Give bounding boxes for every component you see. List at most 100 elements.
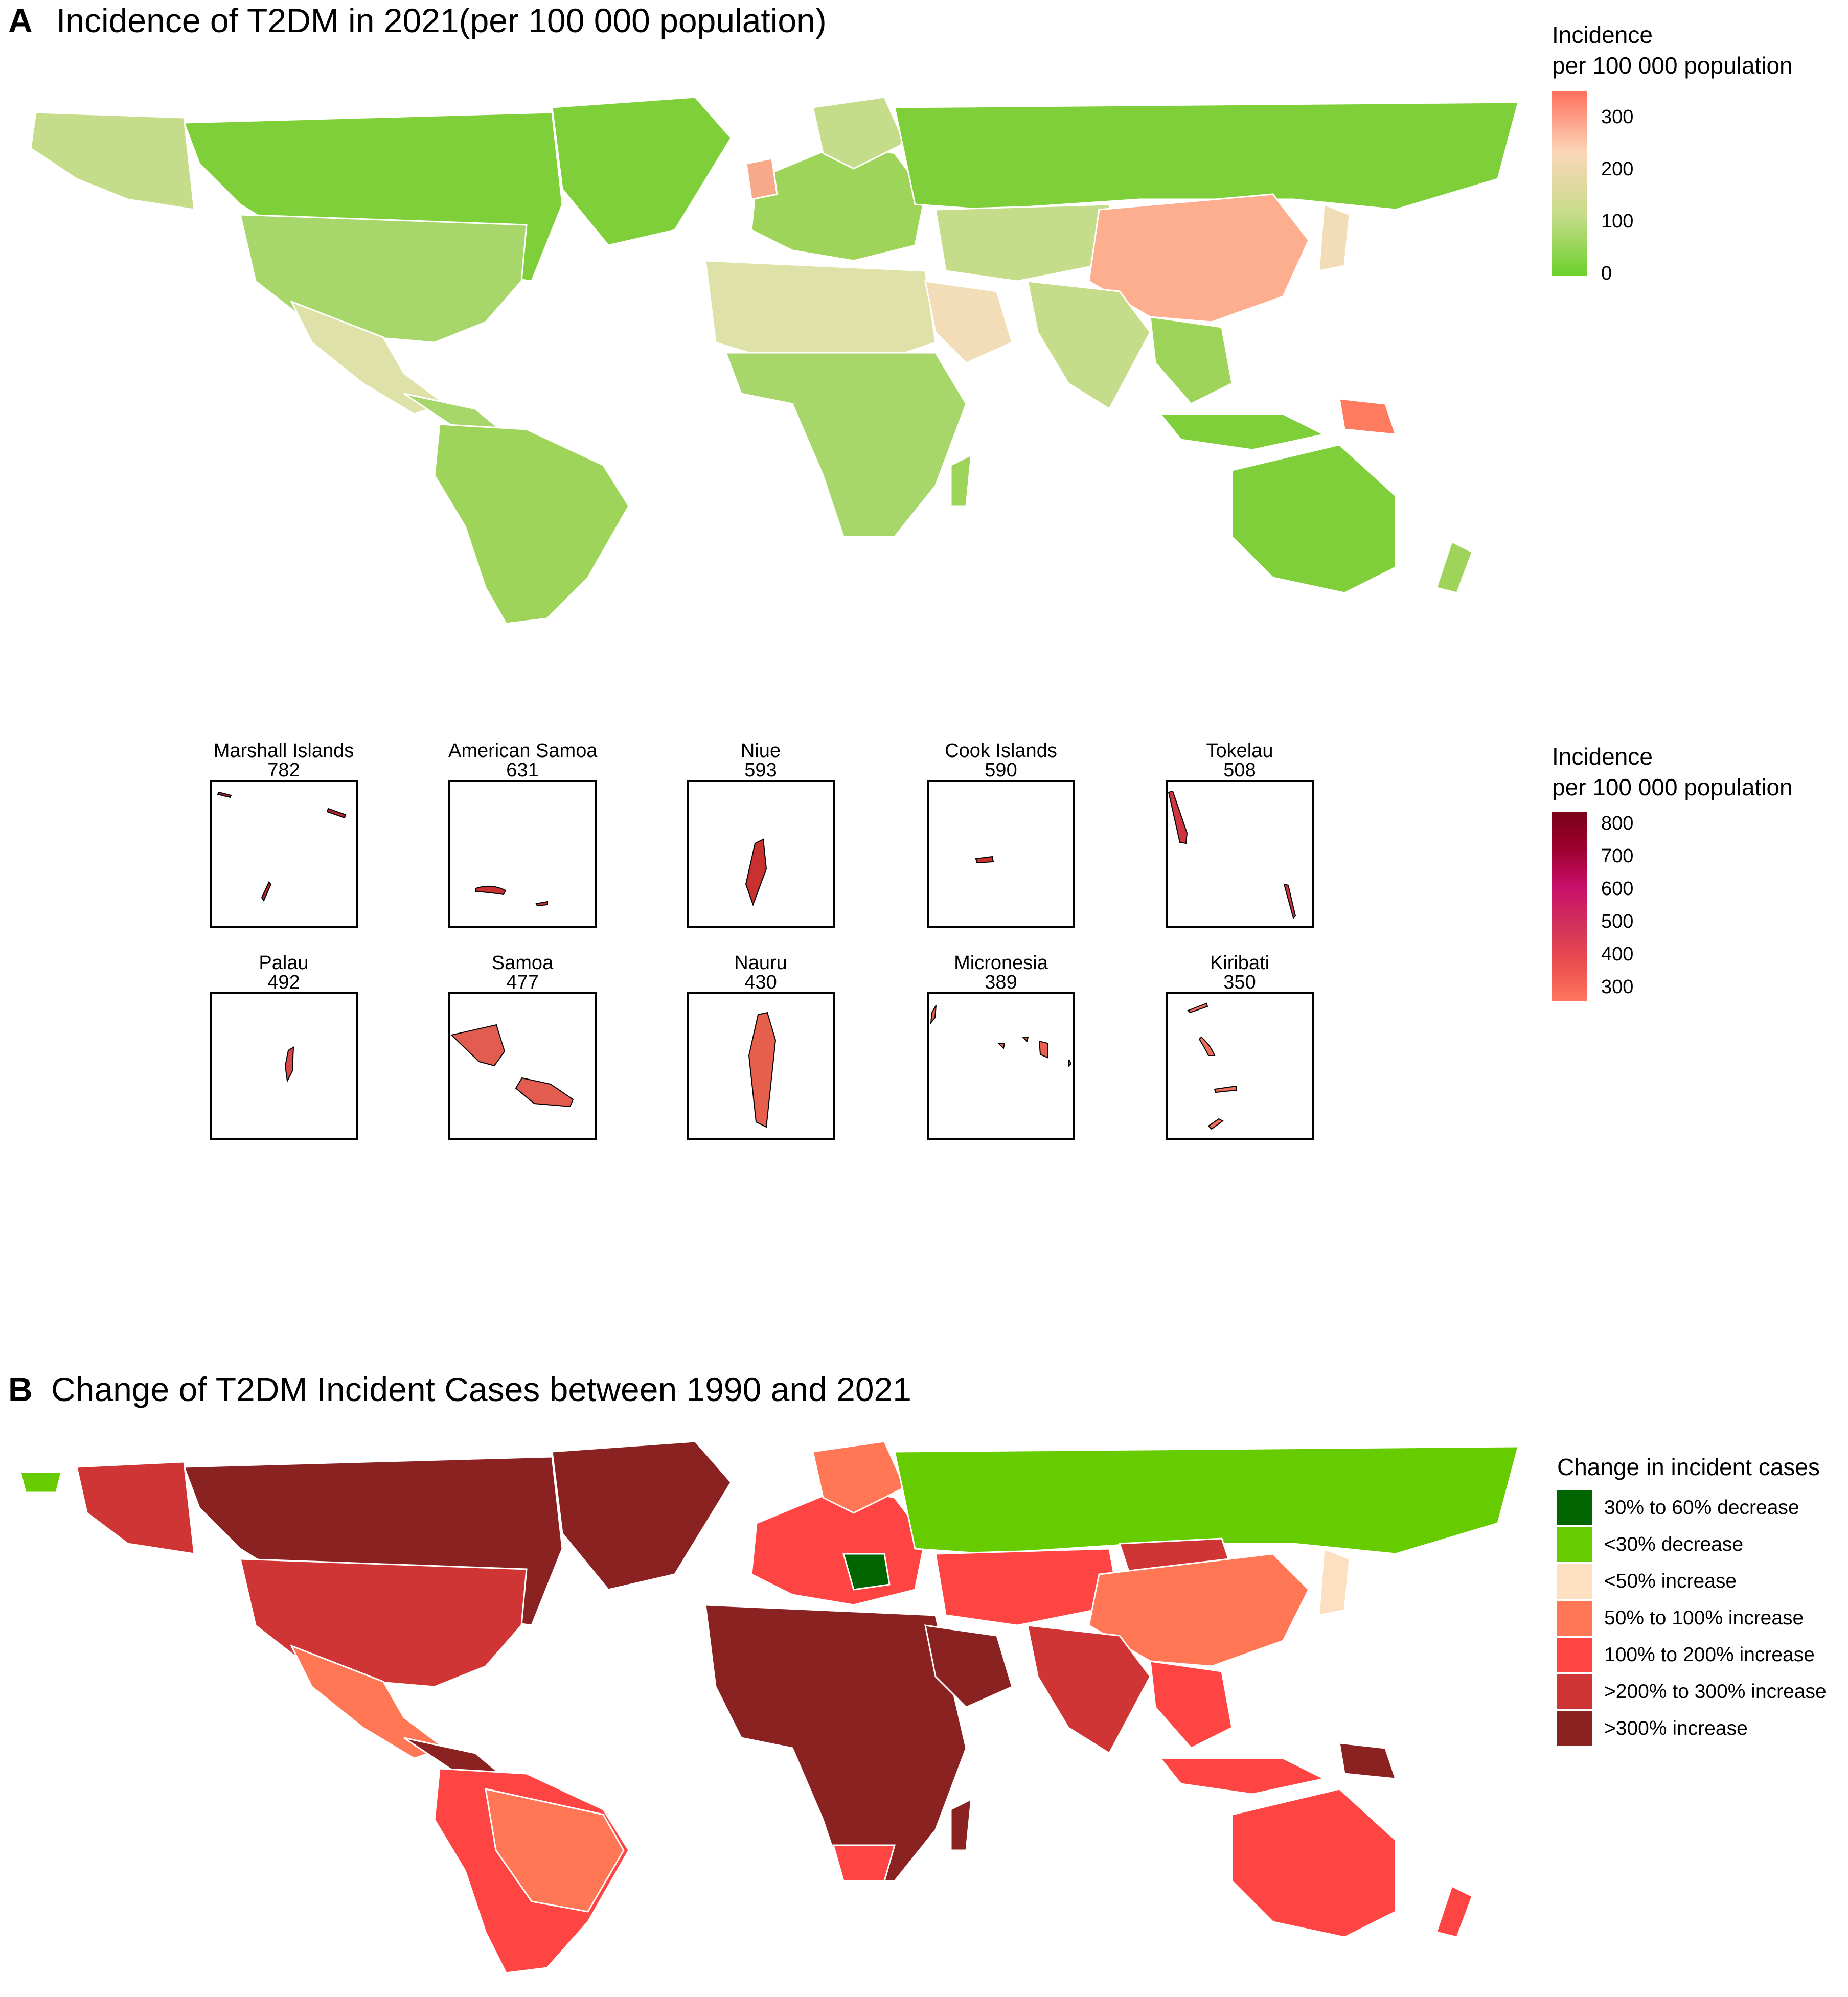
legend-swatch xyxy=(1557,1490,1592,1525)
inset-tick: 800 xyxy=(1601,813,1634,834)
panel-a-gradient xyxy=(1552,91,1587,276)
map-balkans xyxy=(842,1553,891,1591)
map-indonesia xyxy=(1158,1757,1327,1795)
map-greenland xyxy=(551,1440,732,1591)
map-papua-new-guinea xyxy=(1338,398,1397,435)
legend-category: 50% to 100% increase xyxy=(1557,1600,1827,1637)
map-central-asia xyxy=(934,203,1121,282)
map-africa xyxy=(704,1604,967,1882)
inset-niue: Niue 593 xyxy=(687,741,835,928)
inset-frame xyxy=(927,992,1075,1140)
legend-category-label: >300% increase xyxy=(1604,1717,1748,1739)
inset-frame xyxy=(1166,992,1314,1140)
inset-island-shape xyxy=(284,1046,294,1083)
change-world-map xyxy=(19,1440,1518,1974)
map-india xyxy=(1026,280,1151,410)
legend-category: >300% increase xyxy=(1557,1710,1827,1747)
map-south-america xyxy=(434,423,630,625)
inset-island-shape xyxy=(1168,790,1296,919)
inset-island-shape xyxy=(1187,1002,1237,1130)
legend-category-label: <50% increase xyxy=(1604,1570,1737,1592)
legend-category-label: 30% to 60% decrease xyxy=(1604,1497,1799,1519)
map-brazil xyxy=(485,1788,625,1913)
inset-name: Palau xyxy=(259,952,309,974)
inset-tick: 500 xyxy=(1601,911,1634,932)
inset-frame xyxy=(927,780,1075,928)
inset-name: Nauru xyxy=(734,952,787,974)
legend-swatch xyxy=(1557,1601,1592,1636)
inset-value: 508 xyxy=(1223,760,1256,781)
inset-legend-title: Incidence xyxy=(1552,743,1653,770)
inset-micronesia: Micronesia 389 xyxy=(927,953,1075,1140)
inset-island-shape xyxy=(475,885,548,907)
map-madagascar xyxy=(950,1798,972,1851)
panel-a-legend-subtitle: per 100 000 population xyxy=(1552,52,1793,79)
map-southeast-asia xyxy=(1149,316,1233,405)
map-arabia xyxy=(924,280,1013,364)
inset-frame xyxy=(687,992,835,1140)
inset-value: 430 xyxy=(744,972,777,993)
map-new-zealand xyxy=(1435,1885,1473,1938)
inset-value: 631 xyxy=(506,760,539,781)
map-alaska xyxy=(76,1461,195,1555)
inset-colorbar: 800 700 600 500 400 300 xyxy=(1552,812,1654,1006)
panel-a-tick: 200 xyxy=(1601,158,1634,180)
inset-value: 350 xyxy=(1223,972,1256,993)
map-india xyxy=(1026,1624,1151,1755)
map-japan xyxy=(1318,203,1351,272)
inset-value: 389 xyxy=(985,972,1017,993)
inset-name: Marshall Islands xyxy=(213,740,354,762)
legend-swatch xyxy=(1557,1564,1592,1599)
legend-category: 100% to 200% increase xyxy=(1557,1637,1827,1673)
inset-name: Niue xyxy=(740,740,781,762)
map-madagascar xyxy=(950,453,972,507)
inset-nauru: Nauru 430 xyxy=(687,953,835,1140)
inset-island-shape xyxy=(745,838,767,906)
map-russia xyxy=(894,1445,1518,1555)
legend-swatch xyxy=(1557,1527,1592,1562)
inset-frame xyxy=(448,780,597,928)
inset-frame xyxy=(687,780,835,928)
legend-category: <50% increase xyxy=(1557,1563,1827,1600)
panel-b-legend: Change in incident cases 30% to 60% decr… xyxy=(1557,1452,1827,1747)
map-japan xyxy=(1318,1547,1351,1616)
inset-marshall-islands: Marshall Islands 782 xyxy=(210,741,358,928)
inset-value: 590 xyxy=(985,760,1017,781)
inset-gradient xyxy=(1552,812,1587,1001)
map-usa xyxy=(239,1558,528,1688)
panel-a-tick: 100 xyxy=(1601,211,1634,232)
inset-island-shape xyxy=(975,856,994,864)
map-indonesia xyxy=(1158,413,1327,451)
legend-swatch xyxy=(1557,1674,1592,1709)
inset-name: Kiribati xyxy=(1210,952,1270,974)
map-papua-new-guinea xyxy=(1338,1742,1397,1780)
inset-cook-islands: Cook Islands 590 xyxy=(927,741,1075,928)
map-new-zealand xyxy=(1435,540,1473,594)
panel-a-tick: 0 xyxy=(1601,263,1612,284)
map-scandinavia xyxy=(812,96,906,170)
legend-category-label: >200% to 300% increase xyxy=(1604,1681,1827,1703)
map-russia xyxy=(894,101,1518,211)
inset-name: Tokelau xyxy=(1206,740,1273,762)
map-southeast-asia xyxy=(1149,1660,1233,1749)
inset-american-samoa: American Samoa 631 xyxy=(448,741,597,928)
inset-frame xyxy=(210,780,358,928)
inset-frame xyxy=(448,992,597,1140)
inset-value: 492 xyxy=(267,972,300,993)
inset-island-shape xyxy=(930,1005,1072,1067)
legend-swatch xyxy=(1557,1638,1592,1672)
panel-a-title: Incidence of T2DM in 2021(per 100 000 po… xyxy=(56,2,827,39)
inset-frame xyxy=(210,992,358,1140)
panel-b-legend-categories: 30% to 60% decrease <30% decrease <50% inc… xyxy=(1557,1489,1827,1747)
map-scandinavia xyxy=(812,1440,906,1514)
inset-name: Cook Islands xyxy=(945,740,1057,762)
panel-b-legend-title: Change in incident cases xyxy=(1557,1454,1820,1480)
inset-island-shape xyxy=(748,1012,777,1128)
legend-category: <30% decrease xyxy=(1557,1526,1827,1563)
panel-a-tick: 300 xyxy=(1601,106,1634,128)
map-china xyxy=(1088,1553,1310,1667)
inset-name: Samoa xyxy=(491,952,554,974)
map-australia xyxy=(1231,1788,1397,1938)
map-greenland xyxy=(551,96,732,246)
map-australia xyxy=(1231,444,1397,594)
